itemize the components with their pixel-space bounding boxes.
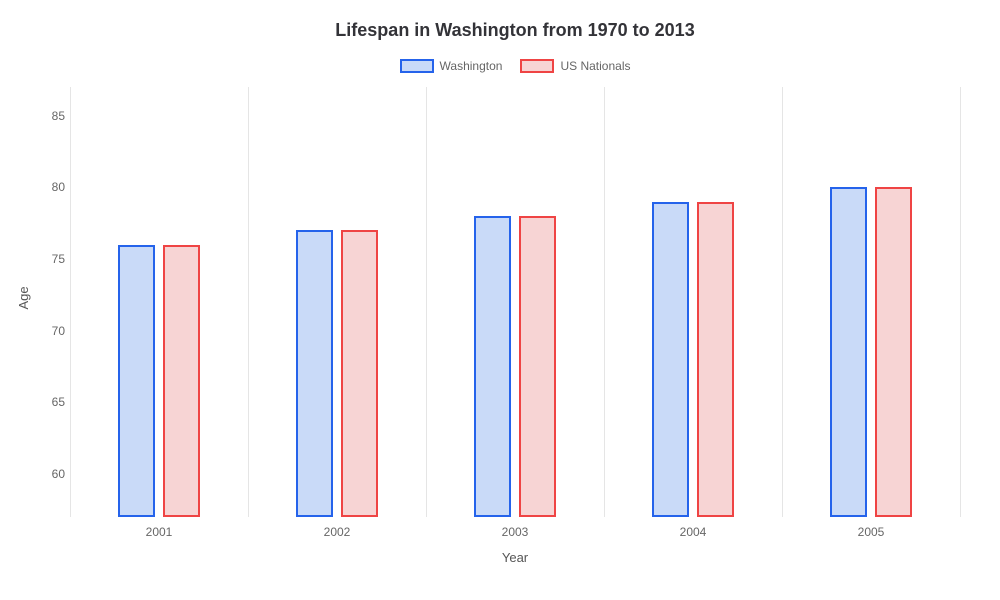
legend-swatch-washington bbox=[400, 59, 434, 73]
bar bbox=[830, 187, 867, 517]
bar bbox=[474, 216, 511, 517]
y-tick: 70 bbox=[52, 324, 65, 338]
bar bbox=[652, 202, 689, 517]
x-axis-label: Year bbox=[502, 550, 528, 565]
legend: Washington US Nationals bbox=[70, 59, 960, 73]
bars-layer bbox=[70, 87, 960, 517]
legend-swatch-us-nationals bbox=[520, 59, 554, 73]
legend-label-washington: Washington bbox=[440, 59, 503, 73]
bar bbox=[296, 230, 333, 517]
bar bbox=[163, 245, 200, 517]
y-tick: 80 bbox=[52, 180, 65, 194]
y-tick: 75 bbox=[52, 252, 65, 266]
x-tick: 2002 bbox=[324, 525, 351, 539]
plot-area: Age 606570758085 20012002200320042005 Ye… bbox=[70, 87, 960, 517]
bar bbox=[118, 245, 155, 517]
y-tick: 60 bbox=[52, 467, 65, 481]
x-tick: 2004 bbox=[680, 525, 707, 539]
bar bbox=[875, 187, 912, 517]
y-axis-label: Age bbox=[16, 286, 31, 309]
y-axis: 60 65 70 75 80 85 bbox=[30, 87, 65, 517]
legend-item-us-nationals: US Nationals bbox=[520, 59, 630, 73]
grid-line bbox=[960, 87, 961, 517]
bar bbox=[341, 230, 378, 517]
legend-label-us-nationals: US Nationals bbox=[560, 59, 630, 73]
y-tick: 85 bbox=[52, 109, 65, 123]
chart-title: Lifespan in Washington from 1970 to 2013 bbox=[70, 20, 960, 41]
bar bbox=[519, 216, 556, 517]
chart-container: Lifespan in Washington from 1970 to 2013… bbox=[0, 0, 1000, 600]
bar bbox=[697, 202, 734, 517]
x-tick: 2001 bbox=[146, 525, 173, 539]
x-tick: 2005 bbox=[858, 525, 885, 539]
y-tick: 65 bbox=[52, 395, 65, 409]
legend-item-washington: Washington bbox=[400, 59, 503, 73]
x-tick: 2003 bbox=[502, 525, 529, 539]
